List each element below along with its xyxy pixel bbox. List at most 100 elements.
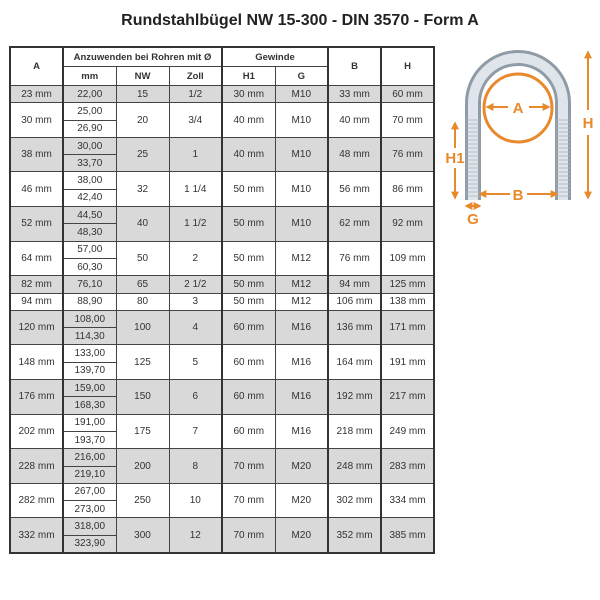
cell-mm: 76,10 xyxy=(62,275,117,294)
cell-mm: 216,00 xyxy=(62,448,117,467)
cell-h1: 70 mm xyxy=(221,448,276,484)
cell-b: 94 mm xyxy=(327,275,382,294)
cell-h1: 50 mm xyxy=(221,206,276,242)
cell-zoll: 1 1/4 xyxy=(168,171,223,208)
cell-h1: 60 mm xyxy=(221,379,276,415)
cell-nw: 32 xyxy=(115,171,170,208)
cell-mm: 191,00 xyxy=(62,413,117,432)
u-bolt-icon xyxy=(465,50,571,200)
cell-g: M10 xyxy=(274,136,329,173)
table-row: 82 mm 76,10 65 2 1/2 50 mm M12 94 mm 125 mm xyxy=(9,275,435,294)
cell-b: 352 mm xyxy=(327,517,382,554)
cell-h: 171 mm xyxy=(380,309,435,346)
cell-nw: 175 xyxy=(115,413,170,450)
cell-mm: 38,00 xyxy=(62,171,117,190)
cell-mm: 42,40 xyxy=(62,188,117,208)
table-row: 193,70 xyxy=(10,430,434,450)
cell-b: 62 mm xyxy=(327,206,382,242)
cell-zoll: 1/2 xyxy=(168,84,223,104)
table-row: 228 mm 216,00 200 8 70 mm M20 248 mm 283 mm xyxy=(9,448,435,484)
cell-g: M16 xyxy=(274,309,329,346)
cell-h: 217 mm xyxy=(380,379,435,415)
cell-zoll: 1 xyxy=(168,136,223,173)
cell-g: M16 xyxy=(274,379,329,415)
cell-mm: 318,00 xyxy=(62,517,117,536)
cell-h1: 40 mm xyxy=(221,136,276,173)
cell-mm: 25,00 xyxy=(62,102,117,121)
cell-h: 249 mm xyxy=(380,413,435,450)
cell-mm: 60,30 xyxy=(62,257,117,277)
cell-mm: 114,30 xyxy=(62,327,117,346)
cell-zoll: 5 xyxy=(168,344,223,381)
cell-a: 120 mm xyxy=(9,309,64,346)
cell-nw: 125 xyxy=(115,344,170,381)
cell-nw: 150 xyxy=(115,379,170,415)
cell-a: 282 mm xyxy=(9,482,64,519)
table-row: 23 mm 22,00 15 1/2 30 mm M10 33 mm 60 mm xyxy=(9,84,435,104)
cell-mm: 57,00 xyxy=(62,240,117,259)
cell-nw: 15 xyxy=(115,84,170,104)
cell-nw: 100 xyxy=(115,309,170,346)
cell-h1: 60 mm xyxy=(221,413,276,450)
table-row: 273,00 xyxy=(10,500,434,519)
cell-nw: 40 xyxy=(115,206,170,242)
cell-g: M10 xyxy=(274,206,329,242)
cell-a: 64 mm xyxy=(9,240,64,277)
cell-a: 30 mm xyxy=(9,102,64,138)
cell-nw: 50 xyxy=(115,240,170,277)
cell-mm: 159,00 xyxy=(62,379,117,398)
cell-mm: 48,30 xyxy=(62,223,117,242)
cell-zoll: 4 xyxy=(168,309,223,346)
cell-g: M20 xyxy=(274,448,329,484)
cell-b: 48 mm xyxy=(327,136,382,173)
header-h1: H1 xyxy=(221,66,276,86)
cell-h1: 50 mm xyxy=(221,240,276,277)
table-body: 23 mm 22,00 15 1/2 30 mm M10 33 mm 60 mm 30 mm 25… xyxy=(9,84,435,554)
cell-zoll: 3/4 xyxy=(168,102,223,138)
cell-a: 82 mm xyxy=(9,275,64,294)
table-row: 282 mm 267,00 250 10 70 mm M20 302 mm 334 mm xyxy=(9,482,435,519)
cell-h1: 30 mm xyxy=(221,84,276,104)
cell-g: M10 xyxy=(274,102,329,138)
cell-g: M10 xyxy=(274,171,329,208)
cell-zoll: 12 xyxy=(168,517,223,554)
cell-h1: 70 mm xyxy=(221,482,276,519)
header-b: B xyxy=(327,46,382,86)
header-nw: NW xyxy=(115,66,170,86)
cell-h: 125 mm xyxy=(380,275,435,294)
cell-zoll: 10 xyxy=(168,482,223,519)
cell-h1: 50 mm xyxy=(221,171,276,208)
cell-zoll: 2 xyxy=(168,240,223,277)
label-h1: H1 xyxy=(445,150,464,167)
cell-mm: 26,90 xyxy=(62,119,117,138)
u-bolt-diagram: A H H1 B G xyxy=(445,50,593,228)
cell-mm: 323,90 xyxy=(62,534,117,554)
table-row: 114,30 xyxy=(10,327,434,346)
cell-mm: 219,10 xyxy=(62,465,117,484)
cell-b: 248 mm xyxy=(327,448,382,484)
cell-b: 218 mm xyxy=(327,413,382,450)
cell-a: 52 mm xyxy=(9,206,64,242)
cell-b: 302 mm xyxy=(327,482,382,519)
cell-h: 60 mm xyxy=(380,84,435,104)
cell-zoll: 6 xyxy=(168,379,223,415)
table-row: 120 mm 108,00 100 4 60 mm M16 136 mm 171 mm xyxy=(9,309,435,346)
cell-a: 46 mm xyxy=(9,171,64,208)
spec-table: A Anzuwenden bei Rohren mit Ø Gewinde B … xyxy=(9,46,436,555)
header-h: H xyxy=(380,46,435,86)
table-row: 94 mm 88,90 80 3 50 mm M12 106 mm 138 mm xyxy=(9,292,435,311)
header-thread-group: Gewinde xyxy=(221,46,329,67)
table-row: 46 mm 38,00 32 1 1/4 50 mm M10 56 mm 86 mm xyxy=(9,171,435,208)
table-row: 323,90 xyxy=(10,534,434,554)
cell-h1: 70 mm xyxy=(221,517,276,554)
cell-h: 138 mm xyxy=(380,292,435,311)
cell-nw: 25 xyxy=(115,136,170,173)
cell-mm: 193,70 xyxy=(62,430,117,450)
cell-mm: 273,00 xyxy=(62,500,117,519)
cell-b: 40 mm xyxy=(327,102,382,138)
cell-a: 202 mm xyxy=(9,413,64,450)
cell-h1: 60 mm xyxy=(221,309,276,346)
table-row: 148 mm 133,00 125 5 60 mm M16 164 mm 191 mm xyxy=(9,344,435,381)
header-g: G xyxy=(274,66,329,86)
cell-g: M12 xyxy=(274,240,329,277)
